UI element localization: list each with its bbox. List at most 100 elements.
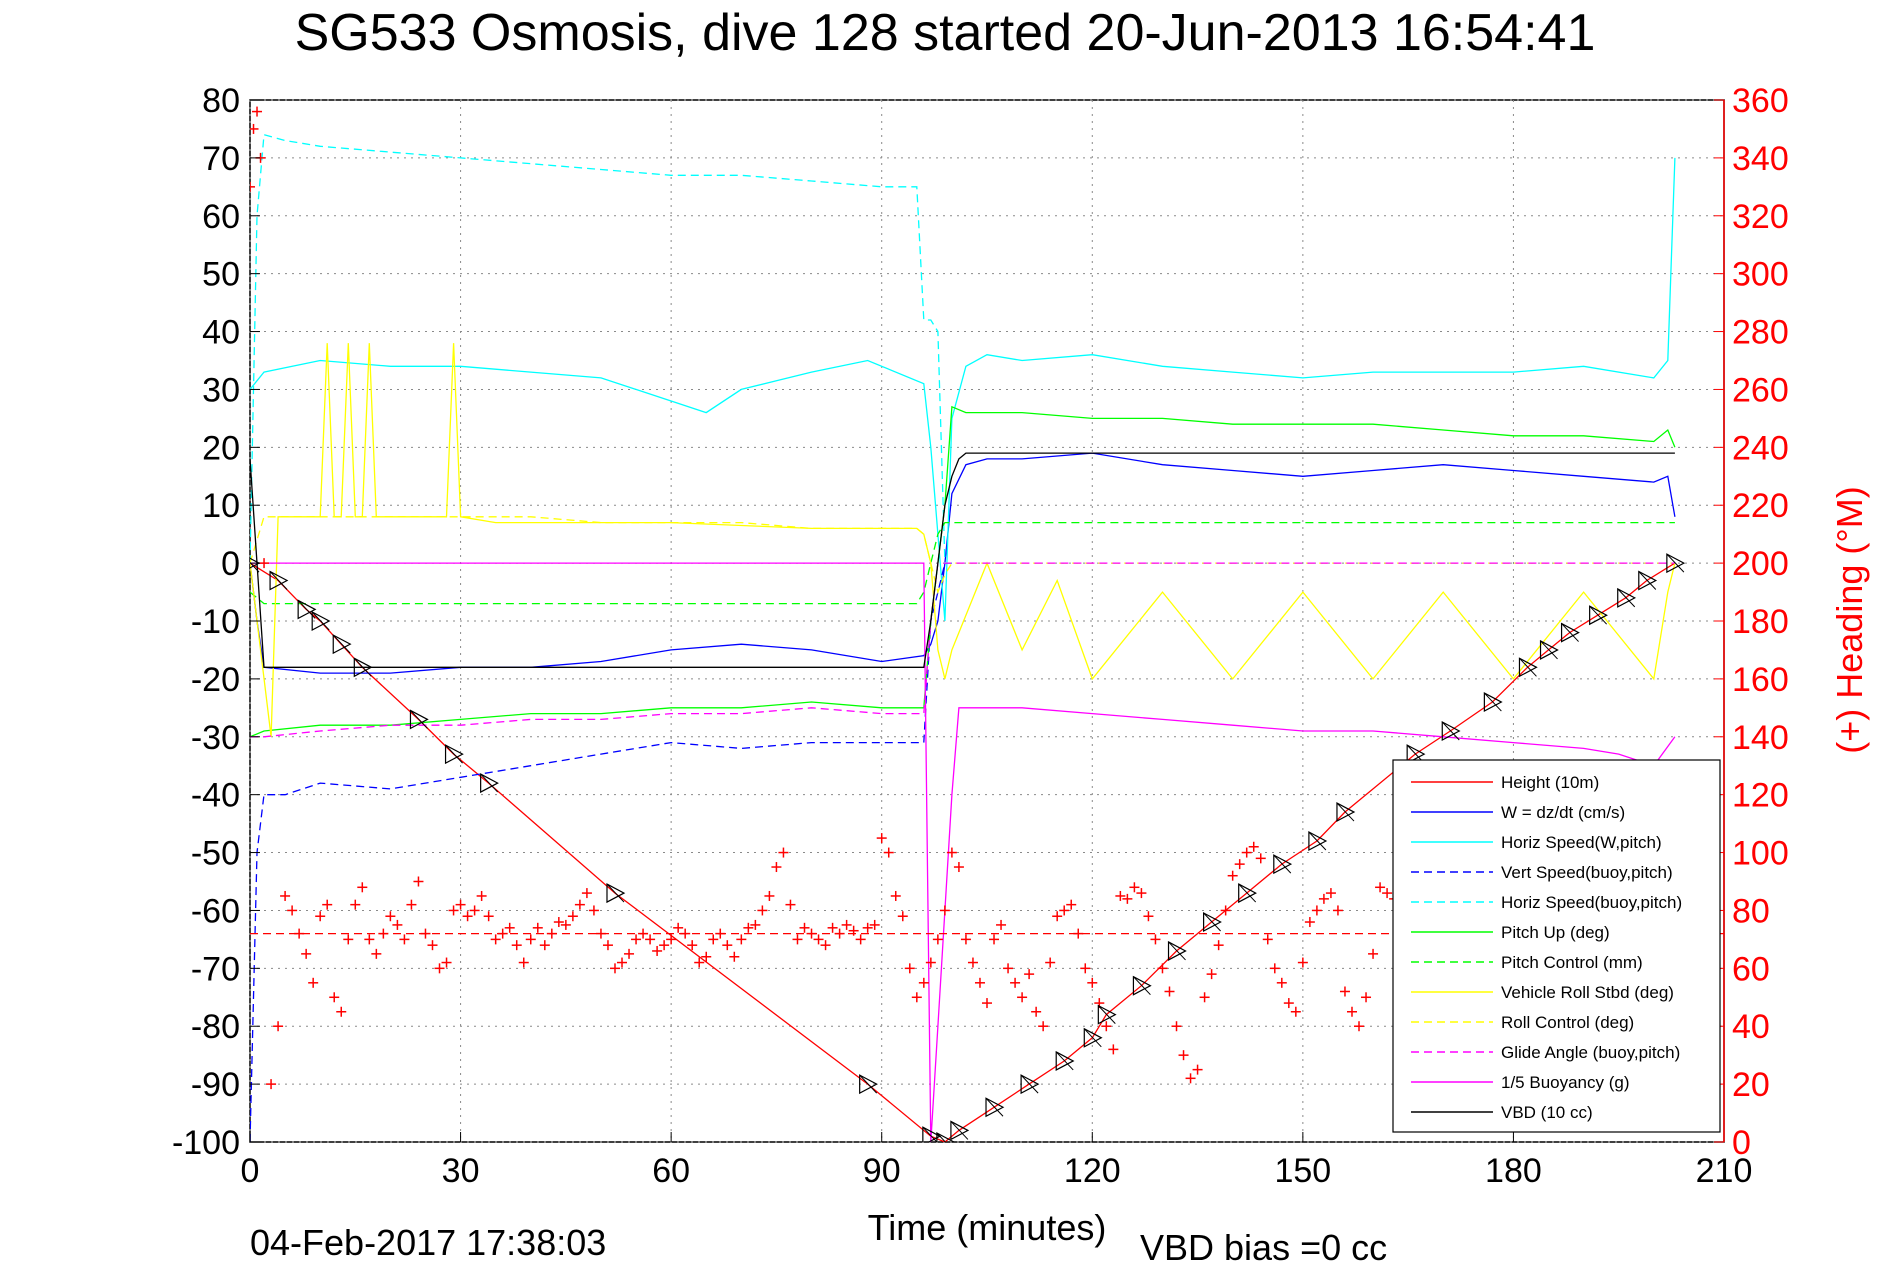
height-marker-x — [1561, 623, 1579, 642]
heading-point — [1024, 969, 1035, 980]
heading-point — [1346, 1006, 1357, 1017]
height-marker-x — [1083, 1028, 1102, 1048]
heading-point — [1150, 934, 1161, 945]
height-marker — [311, 611, 331, 631]
heading-point — [1101, 1021, 1112, 1032]
y2-tick-label: 240 — [1732, 429, 1789, 467]
y2-tick-label: 140 — [1732, 719, 1789, 757]
heading-point — [413, 876, 424, 887]
heading-point — [820, 940, 831, 951]
height-marker — [297, 599, 317, 620]
y-axis-right: 0 20 40 60 80 100 120 140 160 180 200 220 240 260 280 3… — [1714, 82, 1789, 1162]
x-tick-label: 180 — [1485, 1152, 1542, 1190]
series-line-10 — [250, 562, 1676, 1142]
legend-label-3: Vert Speed(buoy,pitch) — [1501, 863, 1673, 882]
heading-point — [462, 911, 473, 922]
heading-point — [1185, 1073, 1196, 1084]
heading-point — [869, 919, 880, 930]
heading-point — [539, 940, 550, 951]
heading-point — [483, 911, 494, 922]
heading-point — [336, 1006, 347, 1017]
heading-point — [567, 911, 578, 922]
height-marker-x — [1638, 571, 1657, 590]
height-marker — [922, 1126, 942, 1142]
heading-point — [841, 919, 852, 930]
y-tick-label: -30 — [191, 719, 240, 757]
heading-point — [715, 928, 726, 939]
y-tick-label: 80 — [202, 82, 240, 120]
heading-point — [813, 934, 824, 945]
heading-point — [638, 928, 649, 939]
height-marker-x — [353, 657, 372, 677]
height-marker-x — [859, 1074, 878, 1094]
heading-point — [708, 934, 719, 945]
y2-tick-label: 60 — [1732, 950, 1770, 988]
x-tick-label: 30 — [442, 1152, 480, 1190]
y2-tick-label: 300 — [1732, 256, 1789, 294]
heading-point — [1297, 957, 1308, 968]
heading-point — [252, 106, 263, 117]
heading-point — [455, 899, 466, 910]
heading-point — [1325, 888, 1336, 899]
height-marker — [859, 1074, 878, 1095]
y2-axis-label: (+) Heading (°M) — [1829, 486, 1870, 753]
y-tick-label: 20 — [202, 429, 240, 467]
heading-point — [722, 940, 733, 951]
series-layer — [250, 133, 1676, 1142]
height-marker-x — [269, 571, 288, 590]
heading-point — [666, 934, 677, 945]
height-marker — [1020, 1074, 1040, 1095]
y-axis-left: -100-90-80-70-60-50-40-30-20-10010203040… — [172, 82, 260, 1162]
heading-point — [602, 940, 613, 951]
y-tick-label: -40 — [191, 777, 240, 815]
heading-point — [1234, 859, 1245, 870]
legend-label-10: 1/5 Buoyancy (g) — [1501, 1073, 1630, 1092]
legend-label-5: Pitch Up (deg) — [1501, 923, 1610, 942]
heading-point — [897, 911, 908, 922]
heading-point — [974, 977, 985, 988]
heading-point — [911, 992, 922, 1003]
heading-point — [448, 905, 459, 916]
heading-point — [904, 963, 915, 974]
heading-point — [357, 882, 368, 893]
heading-point — [266, 1079, 277, 1090]
height-marker — [1273, 854, 1293, 875]
heading-point — [967, 957, 978, 968]
height-marker — [250, 557, 261, 569]
y-tick-label: 30 — [202, 371, 240, 409]
heading-point — [1171, 1021, 1182, 1032]
heading-point — [939, 905, 950, 916]
heading-point — [1318, 893, 1329, 904]
height-marker-x — [1097, 1005, 1116, 1024]
heading-point — [946, 847, 957, 858]
height-marker — [1308, 830, 1328, 851]
heading-point — [427, 940, 438, 951]
heading-point — [1115, 890, 1126, 901]
heading-point — [553, 917, 564, 928]
heading-point — [680, 928, 691, 939]
heading-point — [736, 934, 747, 945]
heading-point — [953, 862, 964, 873]
heading-point — [280, 890, 291, 901]
y2-tick-label: 340 — [1732, 140, 1789, 178]
heading-point — [1178, 1050, 1189, 1061]
heading-point — [434, 963, 445, 974]
marker-layer — [250, 553, 1686, 1142]
series-line-3 — [250, 562, 952, 1142]
heading-point — [518, 957, 529, 968]
series-line-8 — [250, 516, 1675, 595]
height-marker-x — [1203, 912, 1221, 932]
height-marker — [1638, 570, 1658, 591]
heading-point — [645, 934, 656, 945]
heading-point — [406, 899, 417, 910]
height-marker-x — [1484, 692, 1502, 712]
heading-point — [525, 934, 536, 945]
heading-point — [624, 948, 635, 959]
heading-point — [343, 934, 354, 945]
heading-point — [617, 957, 628, 968]
heading-point — [546, 928, 557, 939]
heading-point — [757, 905, 768, 916]
heading-point — [250, 123, 259, 134]
heading-point — [1354, 1021, 1365, 1032]
height-marker — [1518, 657, 1538, 678]
